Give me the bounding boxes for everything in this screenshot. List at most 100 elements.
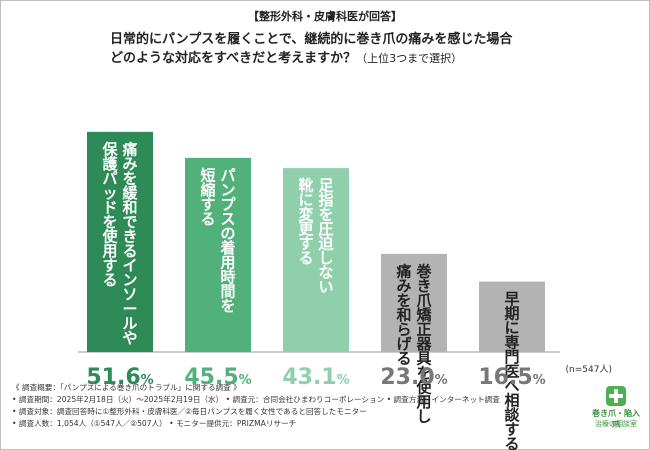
category-char: み: [396, 277, 411, 295]
category-char: き: [416, 277, 431, 295]
category-char: ソ: [122, 285, 137, 303]
category-char: の: [220, 224, 235, 242]
category-char: 医: [504, 363, 519, 381]
category-char: る: [298, 249, 313, 267]
category-char: 用: [102, 242, 117, 260]
category-char: る: [396, 349, 411, 367]
category-char: ッ: [102, 184, 117, 202]
value-label-2: 45.5%: [184, 365, 251, 390]
category-char: を: [396, 291, 411, 309]
category-char: に: [298, 191, 313, 209]
category-char: き: [122, 227, 137, 245]
value-label-4: 23.0%: [380, 365, 447, 390]
category-char: 談: [504, 406, 520, 424]
category-char: 変: [298, 206, 313, 224]
category-char: す: [200, 195, 215, 213]
category-char: い: [318, 278, 333, 296]
footer-line-4: • 調査人数：1,054人（①547人／②507人） • モニター提供元：PRI…: [12, 419, 297, 428]
category-char: 爪: [416, 291, 432, 309]
category-char: 用: [220, 253, 235, 271]
category-char: る: [504, 435, 519, 450]
category-char: 圧: [318, 220, 333, 238]
category-char: 用: [416, 393, 431, 411]
category-char: を: [102, 213, 117, 231]
category-char: 時: [220, 268, 235, 286]
category-char: 緩: [122, 184, 138, 202]
category-char: へ: [504, 377, 519, 395]
category-char: 矯: [416, 306, 432, 324]
sample-size-label: (n=547人): [566, 364, 612, 375]
footer-line-1: 《 調査概要：「パンプスによる巻き爪のトラブル」に関する調査 》: [12, 383, 241, 392]
category-char: 保: [101, 140, 118, 158]
category-char: す: [504, 421, 519, 439]
category-char: る: [200, 210, 215, 228]
category-char: 和: [396, 306, 411, 324]
bar-1: [87, 131, 153, 352]
category-char: を: [122, 169, 137, 187]
category-char: を: [220, 297, 235, 315]
category-char: 指: [318, 191, 333, 209]
category-char: や: [122, 329, 137, 347]
category-char: 和: [122, 198, 137, 216]
question-line-2: どのような対応をすべきだと考えますか？: [110, 51, 357, 66]
category-char: し: [318, 249, 333, 267]
footer-line-3: • 調査対象：調査回答時に①整形外科・皮膚科医／②毎日パンプスを履く女性であると…: [12, 407, 367, 416]
value-label-1: 51.6%: [86, 365, 153, 390]
bar-4: [381, 253, 447, 352]
category-char: ン: [122, 271, 137, 289]
logo-line-1: 巻き爪・陥入爪: [592, 409, 640, 429]
survey-header: 【整形外科・皮膚科医が回答】: [248, 10, 402, 23]
question-text: 日常的にパンプスを履くことで、継続的に巻き爪の痛みを感じた場合 どのような対応を…: [110, 30, 610, 68]
category-char: る: [102, 271, 117, 289]
question-line-1: 日常的にパンプスを履くことで、継続的に巻き爪の痛みを感じた場合: [110, 32, 513, 47]
category-char: で: [122, 213, 137, 231]
bar-3: [283, 168, 349, 352]
category-char: る: [122, 242, 137, 260]
category-char: 更: [298, 220, 314, 238]
question-note: （上位3つまで選択）: [356, 52, 463, 65]
bar-2: [185, 157, 251, 352]
category-char: ド: [102, 198, 117, 216]
bar-5: [479, 281, 545, 352]
category-char: 門: [504, 348, 519, 366]
logo-line-2: 治療の相談室: [595, 420, 637, 428]
category-char: 使: [415, 378, 432, 396]
category-char: に: [504, 319, 519, 337]
category-char: パ: [102, 169, 117, 187]
category-char: 使: [101, 227, 118, 245]
category-char: 足: [318, 177, 334, 195]
category-char: 痛: [395, 262, 411, 280]
category-char: ス: [220, 210, 235, 228]
category-char: パ: [220, 166, 235, 184]
category-char: 着: [219, 239, 235, 257]
category-char: し: [416, 407, 431, 425]
category-char: げ: [396, 335, 412, 353]
category-char: 痛: [121, 140, 137, 158]
category-char: ー: [122, 300, 137, 318]
category-char: イ: [122, 256, 137, 274]
category-char: 巻: [415, 262, 431, 280]
category-char: ら: [396, 320, 411, 338]
category-char: 具: [416, 349, 431, 367]
value-label-5: 16.5%: [478, 365, 545, 390]
category-char: ル: [122, 314, 137, 332]
footer-line-2: • 調査期間：2025年2月18日（火）〜2025年2月19日（水） • 調査元…: [12, 395, 500, 404]
category-char: 短: [200, 166, 215, 184]
category-char: 護: [102, 155, 118, 173]
category-char: 間: [220, 282, 235, 300]
category-char: す: [298, 235, 313, 253]
category-char: み: [122, 155, 137, 173]
category-char: 器: [415, 335, 432, 353]
category-char: を: [416, 364, 431, 382]
value-label-3: 43.1%: [282, 365, 349, 390]
category-char: 専: [504, 334, 519, 352]
category-char: 迫: [318, 235, 334, 253]
category-char: 靴: [298, 177, 313, 195]
survey-footer: 《 調査概要：「パンプスによる巻き爪のトラブル」に関する調査 》 • 調査期間：…: [12, 382, 500, 430]
category-char: 相: [504, 392, 519, 410]
